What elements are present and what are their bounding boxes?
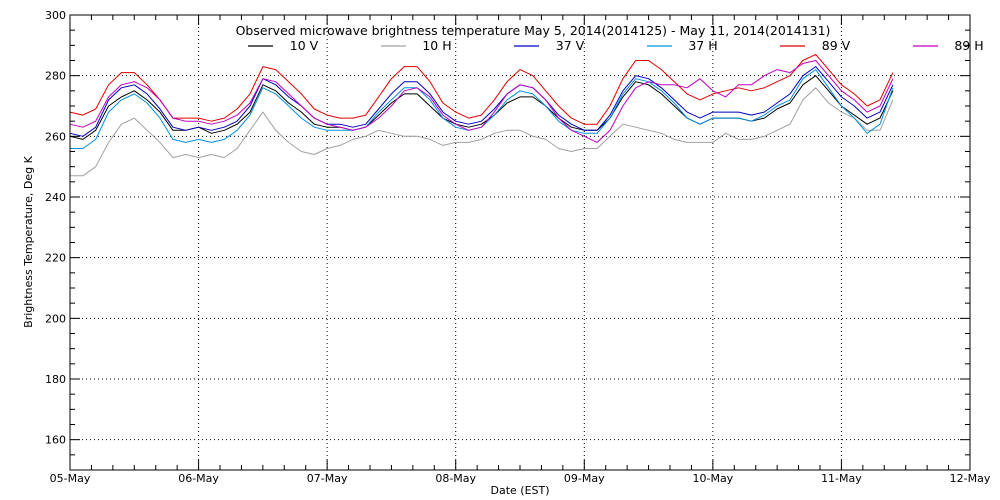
x-tick-label: 05-May: [50, 472, 91, 485]
legend-label: 10 V: [290, 38, 319, 53]
series-line-10-v: [69, 75, 894, 140]
y-tick-label: 240: [45, 191, 66, 204]
y-tick-label: 260: [45, 130, 66, 143]
y-tick-label: 280: [45, 70, 66, 83]
x-axis: 05-May 06-May 07-May 08-May 09-May 10-May 11-M…: [50, 472, 991, 485]
y-tick-label: 220: [45, 252, 66, 265]
x-tick-label: 06-May: [178, 472, 219, 485]
legend: 10 V 10 H 37 V 37 H 89 V 89 H: [248, 38, 984, 53]
x-tick-label: 11-May: [821, 472, 862, 485]
series-layer: [69, 53, 894, 177]
legend-label: 37 H: [688, 38, 717, 53]
legend-label: 10 H: [422, 38, 451, 53]
series-line-89-v: [69, 53, 894, 125]
x-tick-label: 10-May: [692, 472, 733, 485]
chart-title: Observed microwave brightness temperatur…: [236, 23, 831, 38]
series-line-37-h: [70, 69, 894, 149]
y-tick-label: 200: [45, 312, 66, 325]
series-line-10-h: [70, 87, 894, 177]
x-tick-label: 07-May: [307, 472, 348, 485]
y-tick-label: 300: [45, 9, 66, 22]
series-line-89-h: [69, 60, 894, 143]
y-axis: 160 180 200 220 240 260 280 300: [45, 9, 66, 447]
axis-ticks: [69, 14, 971, 470]
y-tick-label: 180: [45, 373, 66, 386]
y-axis-label: Brightness Temperature, Deg K: [22, 155, 35, 327]
x-tick-label: 09-May: [564, 472, 605, 485]
x-axis-label: Date (EST): [490, 484, 549, 497]
legend-label: 37 V: [556, 38, 585, 53]
x-tick-label: 12-May: [950, 472, 991, 485]
series-line-37-v: [69, 66, 894, 137]
y-tick-label: 160: [45, 434, 66, 447]
x-tick-label: 08-May: [435, 472, 476, 485]
legend-label: 89 V: [822, 38, 851, 53]
